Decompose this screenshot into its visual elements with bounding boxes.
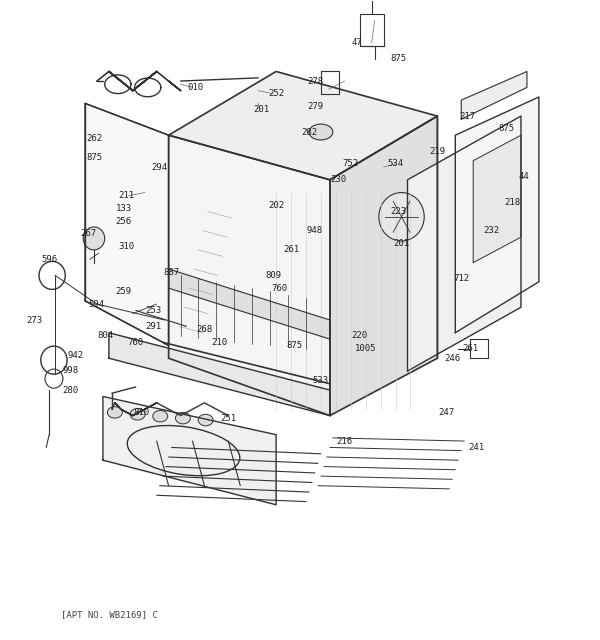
Text: 253: 253 (146, 306, 162, 315)
Text: 760: 760 (128, 338, 144, 347)
Text: 251: 251 (220, 414, 236, 423)
Text: 216: 216 (337, 436, 353, 445)
Text: 218: 218 (504, 198, 520, 207)
Polygon shape (103, 396, 276, 505)
Text: 875: 875 (498, 124, 514, 133)
Text: 133: 133 (116, 204, 132, 213)
Text: 223: 223 (391, 207, 407, 216)
Text: 261: 261 (283, 245, 299, 255)
Text: 760: 760 (271, 284, 287, 292)
Text: 282: 282 (301, 127, 317, 136)
Text: 217: 217 (459, 111, 475, 120)
Text: 241: 241 (468, 443, 484, 452)
Text: 752: 752 (343, 159, 359, 168)
Text: 594: 594 (89, 300, 105, 308)
Text: 201: 201 (394, 239, 410, 248)
Text: 280: 280 (62, 385, 78, 395)
Text: 875: 875 (86, 153, 102, 162)
Text: 273: 273 (26, 316, 42, 324)
Circle shape (379, 193, 424, 241)
Text: 279: 279 (307, 102, 323, 111)
Polygon shape (407, 116, 521, 371)
Text: 875: 875 (286, 341, 302, 350)
Text: 809: 809 (265, 271, 281, 280)
Polygon shape (169, 72, 437, 180)
Text: 256: 256 (116, 217, 132, 226)
Text: 804: 804 (98, 332, 114, 340)
Text: 210: 210 (211, 338, 227, 347)
Ellipse shape (175, 412, 190, 424)
Polygon shape (330, 116, 437, 415)
Ellipse shape (153, 410, 168, 422)
Text: 533: 533 (313, 376, 329, 385)
Polygon shape (85, 103, 169, 346)
Circle shape (83, 227, 105, 250)
Ellipse shape (309, 124, 333, 140)
Text: 259: 259 (116, 287, 132, 296)
Polygon shape (169, 269, 330, 339)
Ellipse shape (107, 406, 122, 418)
Text: 810: 810 (134, 408, 150, 417)
Text: [APT NO. WB2169] C: [APT NO. WB2169] C (61, 611, 158, 620)
Text: 211: 211 (119, 191, 135, 200)
Text: 220: 220 (352, 332, 368, 340)
Text: 247: 247 (438, 408, 454, 417)
Text: 887: 887 (164, 268, 179, 276)
Polygon shape (109, 333, 330, 415)
Polygon shape (169, 135, 330, 415)
Polygon shape (473, 135, 521, 262)
Text: 998: 998 (62, 367, 78, 376)
Text: 948: 948 (307, 227, 323, 236)
Text: 44: 44 (518, 172, 529, 181)
Text: 252: 252 (268, 90, 284, 99)
Text: 310: 310 (119, 242, 135, 252)
Text: 47: 47 (352, 38, 362, 47)
Text: 262: 262 (86, 134, 102, 143)
Text: 291: 291 (146, 322, 162, 331)
Text: 261: 261 (462, 344, 478, 353)
Ellipse shape (198, 414, 213, 426)
Text: 712: 712 (453, 274, 469, 283)
Text: 534: 534 (388, 159, 404, 168)
Text: 010: 010 (187, 83, 203, 92)
Ellipse shape (130, 408, 145, 420)
Text: 1005: 1005 (355, 344, 376, 353)
Text: 875: 875 (391, 54, 407, 63)
Text: 596: 596 (41, 255, 57, 264)
Text: 246: 246 (444, 354, 460, 363)
Text: 278: 278 (307, 77, 323, 86)
Text: 201: 201 (253, 105, 269, 114)
Text: 230: 230 (331, 175, 347, 184)
Polygon shape (455, 97, 539, 333)
Text: 294: 294 (152, 163, 168, 172)
Polygon shape (461, 72, 527, 119)
Text: 268: 268 (196, 325, 212, 334)
Text: 232: 232 (483, 227, 499, 236)
Text: 267: 267 (80, 230, 96, 239)
Text: 942: 942 (68, 351, 84, 360)
Text: 202: 202 (268, 201, 284, 210)
Text: 219: 219 (429, 147, 445, 156)
